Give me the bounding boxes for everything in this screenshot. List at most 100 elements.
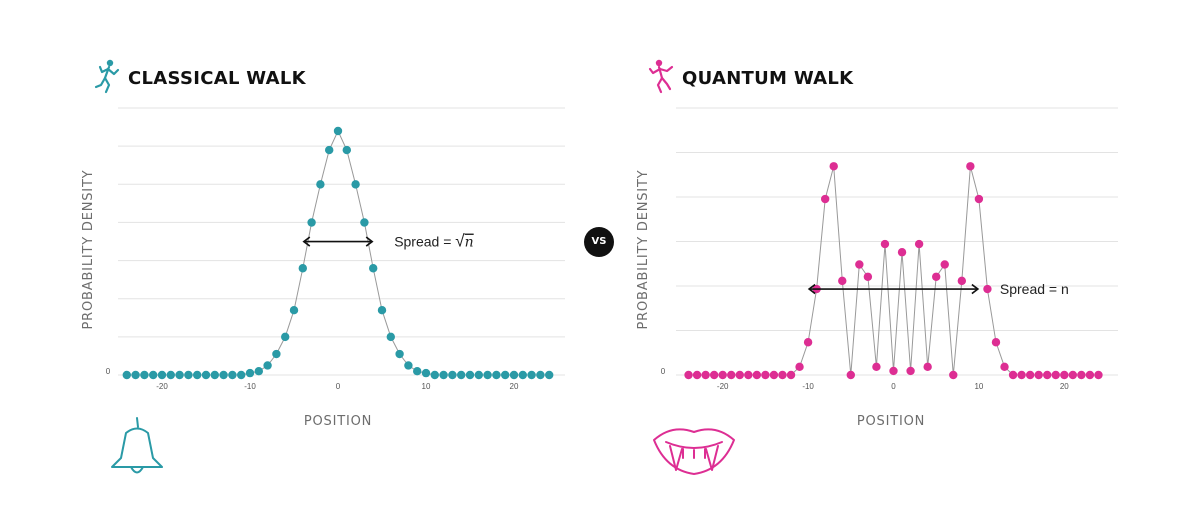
classical-walker-icon xyxy=(94,59,120,94)
data-point xyxy=(157,370,167,380)
data-point xyxy=(923,362,932,372)
data-point xyxy=(501,370,510,380)
data-point xyxy=(404,361,413,370)
data-point xyxy=(838,276,847,286)
data-point xyxy=(949,370,958,380)
x-tick-label: -20 xyxy=(717,382,729,391)
x-tick-label: -10 xyxy=(802,382,814,391)
data-point xyxy=(298,264,307,273)
data-point xyxy=(219,370,228,380)
data-point xyxy=(983,284,992,294)
x-tick-label: 20 xyxy=(1060,382,1069,391)
data-point xyxy=(430,370,439,380)
data-point xyxy=(744,370,753,380)
data-point xyxy=(1008,370,1018,380)
data-point xyxy=(193,370,202,380)
data-point xyxy=(1034,370,1043,380)
x-tick-label: 10 xyxy=(974,382,983,391)
data-point xyxy=(1017,370,1026,380)
data-point xyxy=(966,162,975,171)
data-point xyxy=(803,338,813,347)
data-point xyxy=(369,264,378,273)
data-point xyxy=(263,361,272,370)
x-axis-title: POSITION xyxy=(304,414,372,429)
bell-icon xyxy=(111,417,163,474)
data-point xyxy=(140,370,149,380)
data-point xyxy=(518,370,527,380)
spread-arrow xyxy=(302,236,374,247)
data-point xyxy=(527,370,536,380)
x-tick-label: 0 xyxy=(891,382,896,391)
data-point xyxy=(474,370,483,380)
data-point xyxy=(974,194,984,204)
data-point xyxy=(413,366,422,376)
data-point xyxy=(991,338,1001,347)
data-point xyxy=(184,370,193,380)
x-tick-label: 20 xyxy=(510,382,519,391)
data-point xyxy=(122,370,131,380)
data-point xyxy=(795,362,804,372)
data-point xyxy=(360,218,369,227)
data-point xyxy=(465,370,475,380)
data-point xyxy=(786,370,796,380)
data-point xyxy=(483,370,492,380)
data-point xyxy=(509,370,519,380)
data-point xyxy=(863,272,873,281)
data-point xyxy=(131,370,140,380)
data-point xyxy=(448,370,457,380)
quantum-walk-chart: PROBABILITY DENSITY 0 -20 -10 0 10 20 POSITION S… xyxy=(636,107,1118,429)
data-point xyxy=(1000,362,1009,372)
data-point xyxy=(254,366,263,376)
data-point xyxy=(1077,370,1086,380)
data-point xyxy=(307,218,316,227)
data-point xyxy=(439,370,448,380)
y-axis-title: PROBABILITY DENSITY xyxy=(636,170,651,330)
data-point xyxy=(201,370,211,380)
classical-walk-chart: PROBABILITY DENSITY 0 -20 -10 0 10 20 POSITION S… xyxy=(81,107,565,429)
data-point xyxy=(351,180,360,189)
data-point xyxy=(1085,370,1095,380)
data-point xyxy=(342,145,351,155)
data-point xyxy=(457,370,466,380)
data-point xyxy=(245,368,255,378)
data-point xyxy=(421,368,431,378)
y-tick-label: 0 xyxy=(106,367,111,376)
x-tick-label: 10 xyxy=(422,382,431,391)
series-line xyxy=(126,129,550,376)
spread-label: Spread = √n xyxy=(394,232,473,251)
vampire-mouth-icon xyxy=(653,428,735,475)
data-point xyxy=(846,370,855,380)
spread-label: Spread = n xyxy=(1000,281,1069,297)
x-tick-label: -20 xyxy=(156,382,168,391)
data-point xyxy=(727,370,736,380)
x-axis-title: POSITION xyxy=(857,414,925,429)
data-point xyxy=(872,362,881,372)
data-point xyxy=(855,260,864,269)
data-point xyxy=(377,305,387,315)
data-point xyxy=(492,370,501,380)
quantum-walker-icon xyxy=(648,59,674,94)
data-point xyxy=(718,370,727,380)
data-point xyxy=(281,332,290,342)
data-point xyxy=(333,126,343,136)
data-point xyxy=(735,370,744,380)
data-point xyxy=(149,370,158,380)
data-point xyxy=(880,239,890,249)
data-point xyxy=(325,145,334,155)
data-point xyxy=(1068,370,1078,380)
data-point xyxy=(914,239,924,249)
data-point xyxy=(237,370,246,380)
data-point xyxy=(761,370,770,380)
x-tick-label: -10 xyxy=(244,382,256,391)
data-point xyxy=(272,349,281,359)
vs-badge: VS xyxy=(584,227,614,257)
data-point xyxy=(395,349,404,359)
data-point xyxy=(889,366,898,376)
data-point xyxy=(906,366,915,376)
data-point xyxy=(386,332,395,342)
data-point xyxy=(210,370,219,380)
data-point xyxy=(166,370,175,380)
data-point xyxy=(1025,370,1035,380)
classical-walk-title: CLASSICAL WALK xyxy=(128,68,306,89)
